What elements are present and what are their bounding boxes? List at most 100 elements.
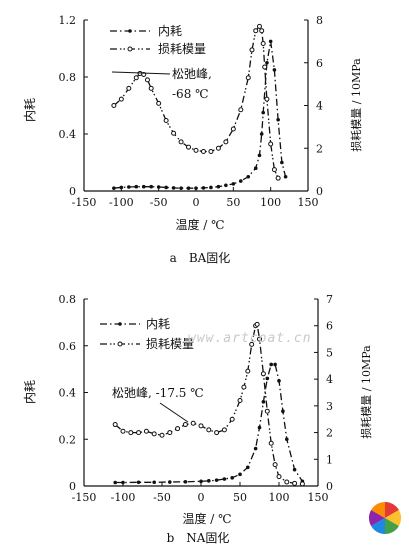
data-point	[209, 185, 213, 190]
data-point	[112, 186, 116, 190]
panel-caption: a BA固化	[170, 251, 231, 265]
legend-label: 内耗	[146, 317, 170, 331]
series-line-internal-friction	[115, 363, 303, 484]
data-point	[254, 321, 260, 327]
x-tick-label: 50	[233, 491, 247, 504]
data-point	[128, 430, 134, 436]
y-left-tick-label: 0.8	[59, 71, 77, 84]
x-tick-label: 150	[308, 491, 329, 504]
legend-marker	[118, 322, 122, 326]
data-point	[141, 184, 146, 189]
data-point	[280, 160, 284, 165]
y-right-tick-label: 1	[326, 453, 333, 466]
x-tick-label: -100	[111, 491, 136, 504]
data-point	[127, 185, 131, 189]
data-point	[190, 420, 196, 426]
data-point	[237, 398, 243, 404]
data-point	[148, 85, 154, 91]
y-left-tick-label: 0.4	[59, 128, 77, 141]
data-point	[264, 96, 270, 102]
data-point	[223, 139, 229, 145]
data-point	[268, 440, 274, 446]
data-point	[175, 426, 181, 432]
y-left-axis-label: 内耗	[23, 380, 37, 404]
y-left-tick-label: 0.6	[59, 340, 77, 353]
data-point	[284, 479, 290, 485]
data-point	[198, 423, 204, 429]
data-point	[136, 430, 142, 436]
y-left-tick-label: 0.2	[59, 433, 77, 446]
data-point	[156, 100, 162, 106]
data-point	[238, 472, 242, 477]
data-point	[262, 64, 268, 70]
data-point	[118, 96, 124, 102]
data-point	[292, 480, 298, 486]
data-point	[292, 467, 297, 472]
data-point	[201, 186, 206, 190]
y-right-tick-label: 2	[326, 427, 333, 440]
y-left-tick-label: 0.4	[59, 387, 77, 400]
data-point	[182, 422, 188, 428]
data-point	[152, 480, 156, 485]
y-left-tick-label: 0	[69, 480, 76, 493]
data-point	[261, 400, 266, 404]
data-point	[273, 362, 277, 367]
data-point	[163, 117, 169, 123]
data-point	[272, 462, 278, 468]
x-tick-label: 50	[226, 196, 240, 209]
data-point	[257, 153, 262, 158]
data-point	[238, 107, 244, 113]
data-point	[268, 39, 273, 44]
annotation-leader-line	[111, 71, 171, 75]
data-point	[186, 186, 191, 190]
y-right-tick-label: 3	[326, 400, 333, 413]
data-point	[206, 427, 212, 433]
data-point	[256, 23, 262, 29]
x-tick-label: -100	[109, 196, 134, 209]
y-right-tick-label: 2	[316, 142, 323, 155]
data-point	[112, 422, 118, 428]
legend-marker	[117, 341, 123, 347]
data-point	[268, 141, 274, 147]
annotation-text: 松弛峰,	[172, 67, 212, 81]
data-point	[253, 446, 258, 451]
series-line-internal-friction	[113, 41, 287, 189]
data-point	[272, 68, 277, 72]
data-point	[230, 476, 234, 480]
x-axis-label: 温度 / ℃	[175, 217, 224, 232]
legend-label: 内耗	[158, 24, 182, 38]
data-point	[257, 336, 262, 342]
data-point	[277, 379, 281, 383]
data-point	[171, 186, 176, 190]
data-point	[260, 41, 266, 47]
data-point	[133, 75, 139, 81]
x-tick-label: -150	[72, 196, 97, 209]
corner-logo	[368, 501, 402, 535]
y-right-axis-label: 损耗模量 / 10MPa	[359, 345, 373, 439]
y-right-tick-label: 8	[316, 14, 323, 27]
x-axis-label: 温度 / ℃	[182, 511, 231, 526]
data-point	[264, 408, 270, 414]
data-point	[126, 85, 132, 91]
data-point	[276, 117, 280, 122]
data-point	[207, 479, 211, 483]
data-point	[136, 480, 141, 485]
annotation-text: -68 ℃	[172, 87, 209, 101]
data-point	[246, 465, 250, 470]
data-point	[253, 28, 259, 34]
legend-label: 损耗模量	[158, 42, 206, 56]
data-point	[299, 481, 305, 487]
data-point	[159, 432, 165, 438]
data-point	[167, 430, 173, 436]
data-point	[144, 77, 150, 83]
y-left-axis-label: 内耗	[23, 98, 37, 122]
data-point	[224, 183, 228, 188]
data-point	[249, 341, 255, 347]
data-point	[193, 147, 199, 153]
x-tick-label: 0	[193, 196, 200, 209]
data-point	[245, 75, 251, 81]
data-point	[168, 480, 172, 484]
data-point	[245, 368, 251, 374]
